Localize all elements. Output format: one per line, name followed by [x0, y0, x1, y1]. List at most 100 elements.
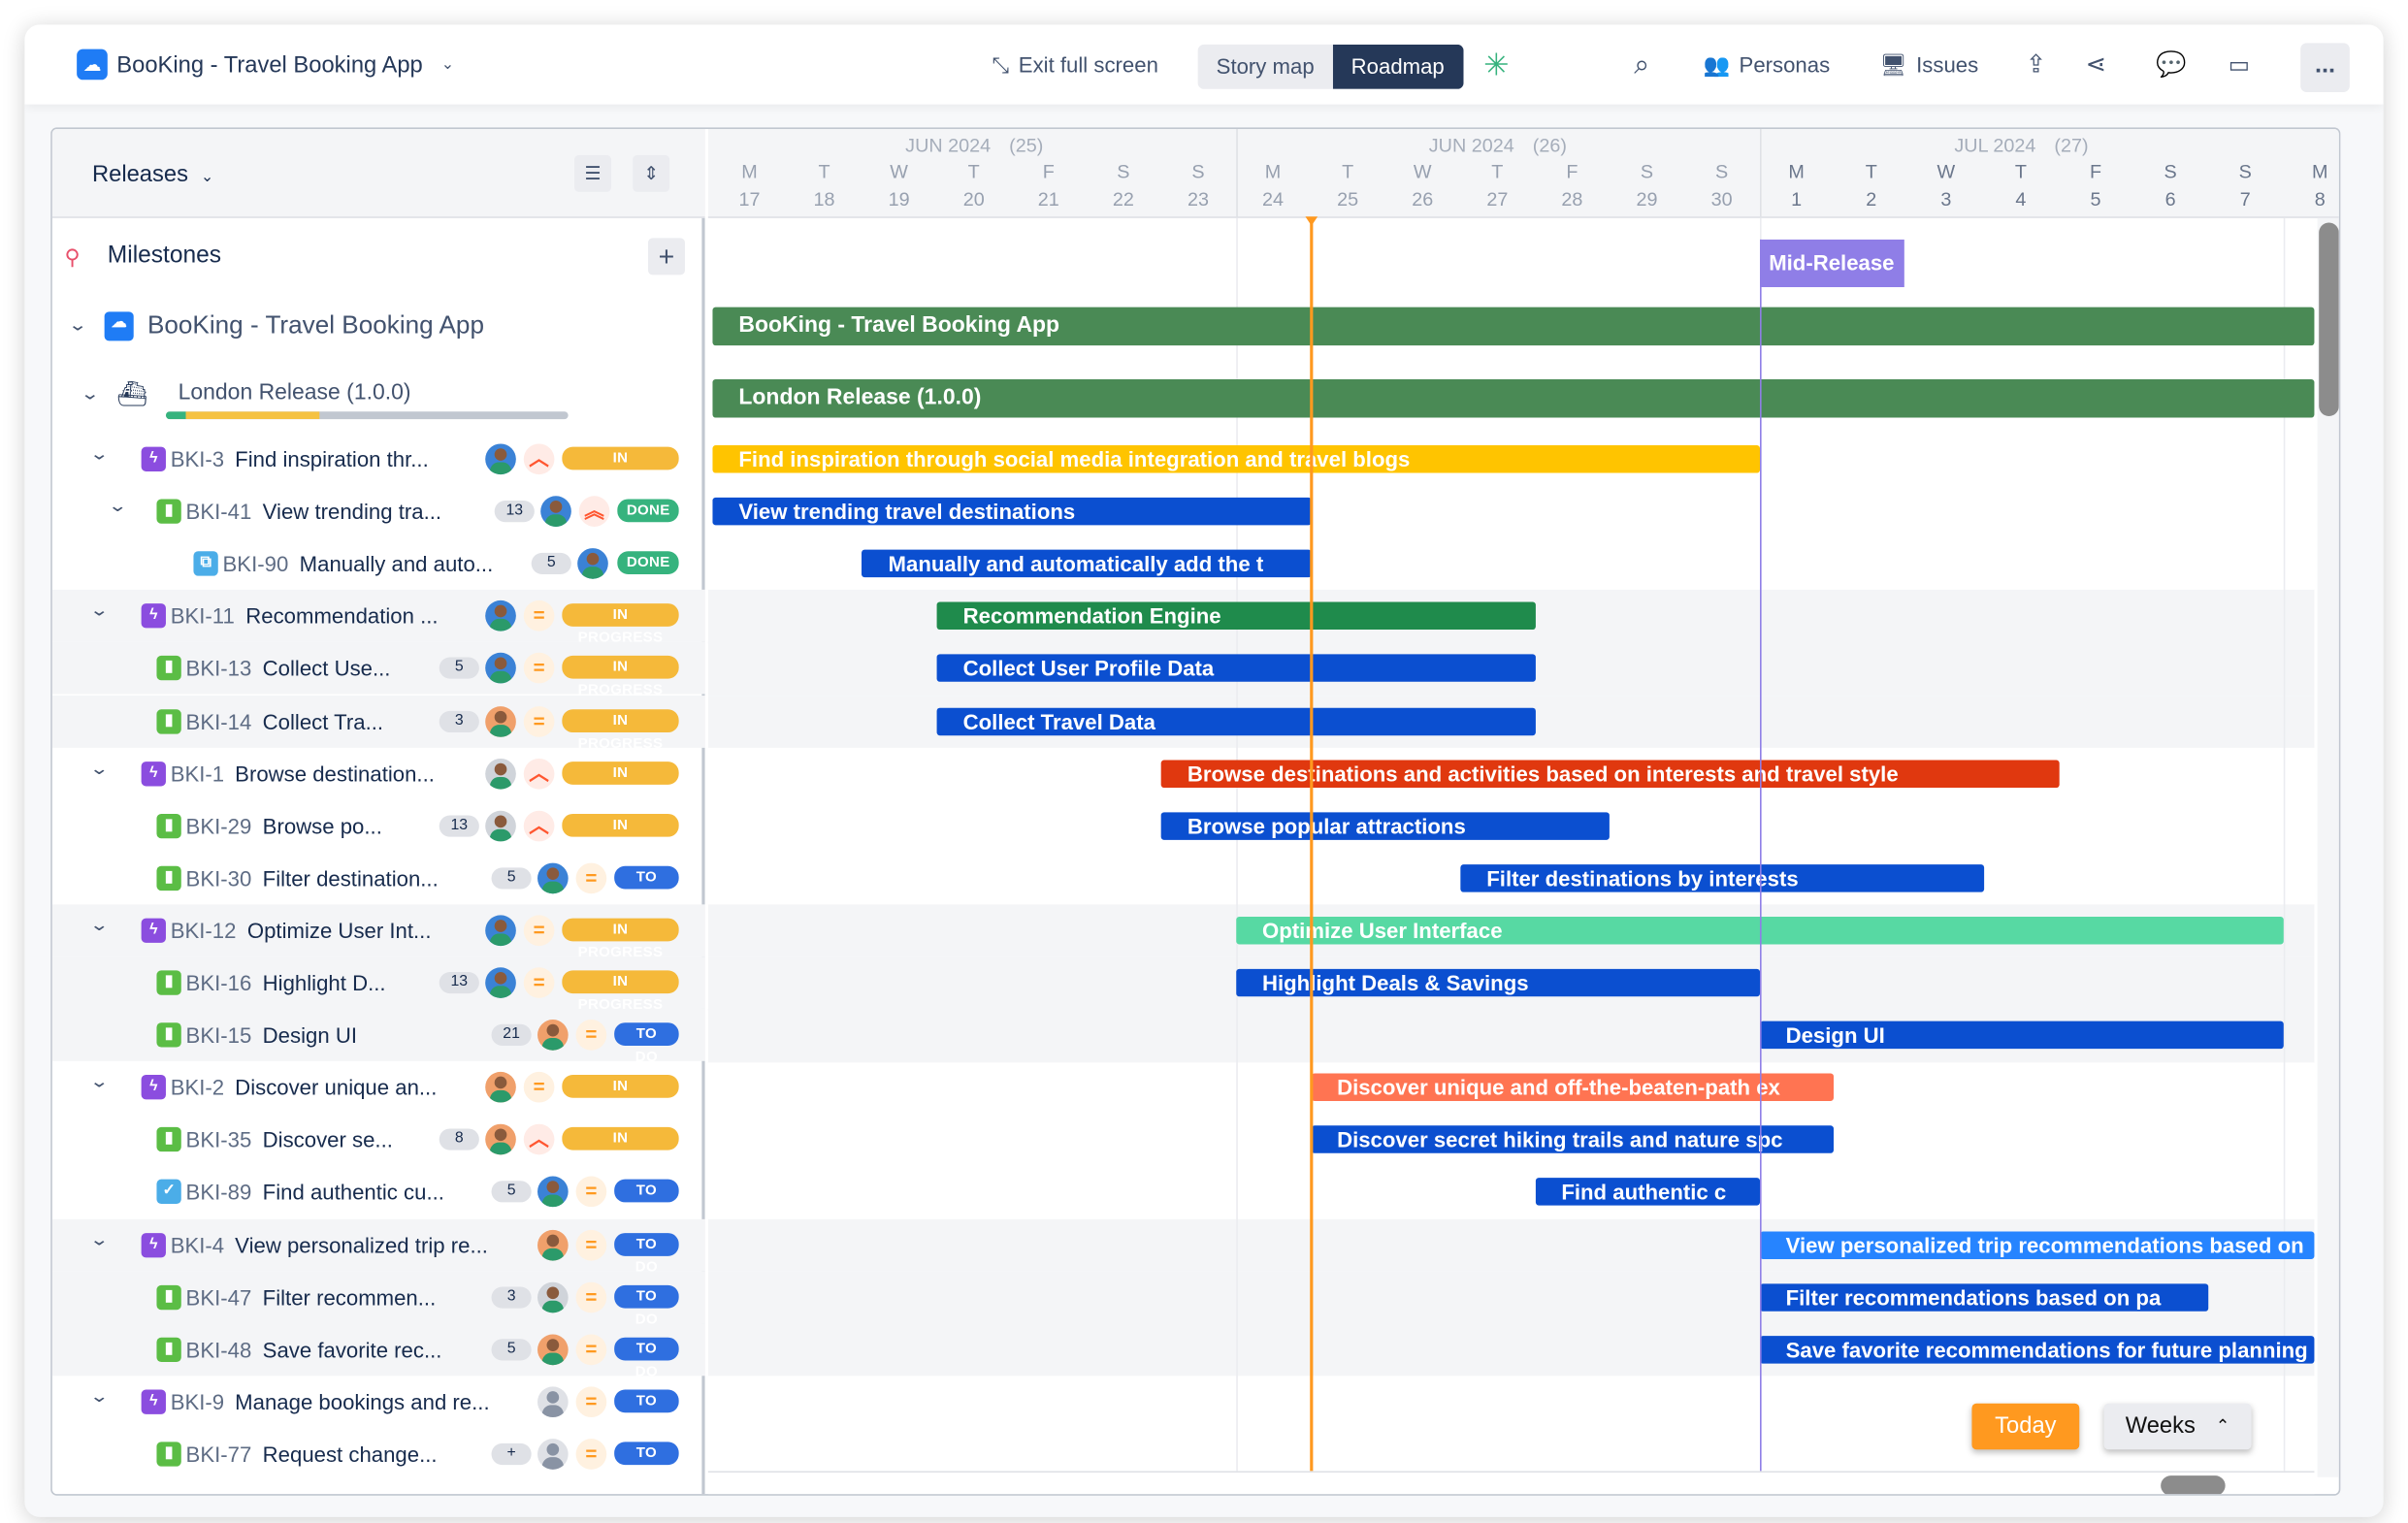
unassigned-avatar-icon[interactable] [537, 1439, 569, 1470]
status-lozenge[interactable]: TO DO [614, 1337, 679, 1380]
timeline-bar[interactable]: View personalized trip recommendations b… [1759, 1230, 2315, 1259]
issue-summary[interactable]: View trending tra... [262, 499, 442, 524]
tab-story-map[interactable]: Story map [1216, 53, 1315, 79]
project-tree-label[interactable]: BooKing - Travel Booking App [146, 311, 484, 340]
timeline-bar[interactable]: Save favorite recommendations for future… [1759, 1335, 2315, 1364]
issue-summary[interactable]: Manage bookings and re... [235, 1389, 490, 1414]
issue-key[interactable]: BKI-9 [170, 1389, 225, 1414]
timeline-bar[interactable]: Browse destinations and activities based… [1160, 759, 2060, 788]
avatar[interactable] [537, 1229, 569, 1260]
avatar[interactable] [537, 1177, 569, 1208]
issue-row[interactable]: ▮ BKI-48 Save favorite rec... TO DO = 5 [51, 1322, 705, 1380]
issue-key[interactable]: BKI-29 [185, 813, 252, 838]
status-lozenge[interactable]: TO DO [614, 1442, 679, 1485]
timeline-bar[interactable]: Browse popular attractions [1160, 811, 1611, 840]
tab-roadmap[interactable]: Roadmap [1332, 44, 1463, 89]
issue-summary[interactable]: Highlight D... [262, 970, 386, 995]
issue-key[interactable]: BKI-15 [185, 1022, 252, 1048]
status-lozenge[interactable]: IN PROGRESS [562, 446, 679, 490]
issue-summary[interactable]: Manually and auto... [299, 551, 494, 576]
chevron-down-icon[interactable]: ⌄ [89, 601, 110, 621]
status-lozenge[interactable]: IN PROGRESS [562, 761, 679, 804]
horizontal-scrollbar[interactable] [707, 1471, 2315, 1495]
exit-fullscreen-button[interactable]: ⤡ Exit full screen [992, 24, 1158, 104]
timeline-bar[interactable]: Find inspiration through social media in… [712, 445, 1760, 473]
issue-key[interactable]: BKI-16 [185, 970, 252, 995]
issue-summary[interactable]: Browse destination... [235, 761, 435, 786]
more-button[interactable]: ... [2300, 43, 2350, 92]
issue-summary[interactable]: Discover unique an... [235, 1075, 438, 1100]
search-icon[interactable]: ⌕ [1634, 48, 1650, 80]
avatar[interactable] [485, 653, 516, 685]
avatar[interactable] [537, 1334, 569, 1365]
timeline-bar[interactable]: Discover secret hiking trails and nature… [1311, 1125, 1835, 1154]
add-milestone-button[interactable]: + [647, 238, 685, 275]
issue-key[interactable]: BKI-3 [170, 446, 225, 471]
avatar[interactable] [485, 705, 516, 737]
chevron-down-icon[interactable]: ⌄ [80, 385, 100, 405]
today-button[interactable]: Today [1971, 1403, 2080, 1450]
collapse-all-icon[interactable]: ⇕ [633, 154, 670, 192]
status-lozenge[interactable]: IN PROGRESS [562, 918, 679, 961]
issue-row[interactable]: ⌄ ϟ BKI-3 Find inspiration thr... IN PROGRES… [52, 433, 705, 490]
issue-summary[interactable]: Browse po... [262, 813, 382, 838]
avatar[interactable] [485, 1072, 516, 1103]
timeline-bar[interactable]: Highlight Deals & Savings [1236, 968, 1760, 997]
issue-row[interactable]: ⌄ ▮ BKI-41 View trending tra... DONE ︽ 13 [52, 485, 705, 537]
issue-key[interactable]: BKI-41 [185, 499, 252, 524]
timeline-bar[interactable]: Design UI [1759, 1021, 2284, 1050]
avatar[interactable] [485, 810, 516, 841]
issue-row[interactable]: ⌄ ϟ BKI-1 Browse destination... IN PROGRESS ︿ [52, 747, 705, 804]
status-lozenge[interactable]: IN PROGRESS [562, 970, 679, 1014]
avatar[interactable] [577, 548, 608, 580]
issue-row[interactable]: ▮ BKI-16 Highlight D... IN PROGRESS = 13 [51, 956, 705, 1014]
status-lozenge[interactable]: DONE [617, 551, 679, 575]
issue-key[interactable]: BKI-11 [170, 603, 235, 629]
issue-key[interactable]: BKI-77 [185, 1442, 252, 1467]
issue-key[interactable]: BKI-14 [185, 708, 252, 733]
issue-summary[interactable]: Collect Tra... [262, 708, 384, 733]
issue-key[interactable]: BKI-13 [185, 656, 252, 681]
status-lozenge[interactable]: IN PROGRESS [562, 708, 679, 752]
chevron-down-icon[interactable]: ⌄ [89, 445, 110, 465]
issue-summary[interactable]: Filter recommen... [262, 1284, 437, 1310]
issue-row[interactable]: ▮ BKI-29 Browse po... IN PROGRESS ︿ 13 [52, 799, 705, 857]
timescale-select[interactable]: Weeks ⌃ [2103, 1403, 2252, 1450]
issue-row[interactable]: ⌄ ϟ BKI-2 Discover unique an... IN PROGRESS = [52, 1061, 705, 1118]
comment-icon[interactable]: 💬 [2156, 51, 2187, 79]
issue-summary[interactable]: Design UI [262, 1022, 357, 1048]
share-icon[interactable]: ⋖ [2085, 51, 2106, 79]
issue-summary[interactable]: Request change... [262, 1442, 438, 1467]
chevron-down-icon[interactable]: ⌄ [89, 1387, 110, 1407]
project-switcher[interactable]: ☁ BooKing - Travel Booking App ⌄ [77, 24, 454, 104]
issue-row[interactable]: ▮ BKI-35 Discover se... IN PROGRESS ︿ 8 [52, 1114, 705, 1171]
timeline-bar[interactable]: Discover unique and off-the-beaten-path … [1311, 1073, 1835, 1102]
timeline-bar[interactable]: Collect User Profile Data [936, 654, 1536, 683]
issue-row[interactable]: ⧉ BKI-90 Manually and auto... DONE 5 [52, 537, 705, 590]
timeline-bar[interactable]: Filter destinations by interests [1460, 863, 1984, 892]
milestone-flag[interactable]: Mid-Release [1759, 239, 1904, 288]
avatar[interactable] [485, 443, 516, 475]
issue-row[interactable]: ▮ BKI-15 Design UI TO DO = 21 [51, 1009, 705, 1066]
status-lozenge[interactable]: IN PROGRESS [562, 1075, 679, 1118]
status-lozenge[interactable]: IN PROGRESS [562, 813, 679, 857]
issue-key[interactable]: BKI-35 [185, 1127, 252, 1152]
timeline-bar[interactable]: Optimize User Interface [1236, 916, 2284, 945]
issue-row[interactable]: ⌄ ϟ BKI-11 Recommendation ... IN PROGRESS = [51, 590, 705, 647]
issue-key[interactable]: BKI-2 [170, 1075, 225, 1100]
group-by-select[interactable]: Releases ⌄ [92, 161, 213, 187]
panel-icon[interactable]: ▭ [2228, 51, 2251, 79]
timeline-bar[interactable]: Manually and automatically add the t [862, 549, 1312, 578]
issue-row[interactable]: ⌄ ϟ BKI-4 View personalized trip re... TO DO… [51, 1218, 705, 1276]
status-lozenge[interactable]: TO DO [614, 1284, 679, 1328]
chevron-down-icon[interactable]: ⌄ [89, 916, 110, 935]
timeline-bar[interactable]: BooKing - Travel Booking App [712, 307, 2315, 346]
filter-icon[interactable]: ☰ [574, 154, 611, 192]
status-lozenge[interactable]: IN PROGRESS [562, 1127, 679, 1171]
issue-key[interactable]: BKI-89 [185, 1180, 252, 1205]
issue-row[interactable]: ▮ BKI-13 Collect Use... IN PROGRESS = 5 [51, 642, 705, 699]
avatar[interactable] [540, 496, 571, 528]
issue-key[interactable]: BKI-30 [185, 865, 252, 891]
issue-summary[interactable]: Find inspiration thr... [235, 446, 429, 471]
avatar[interactable] [485, 600, 516, 632]
